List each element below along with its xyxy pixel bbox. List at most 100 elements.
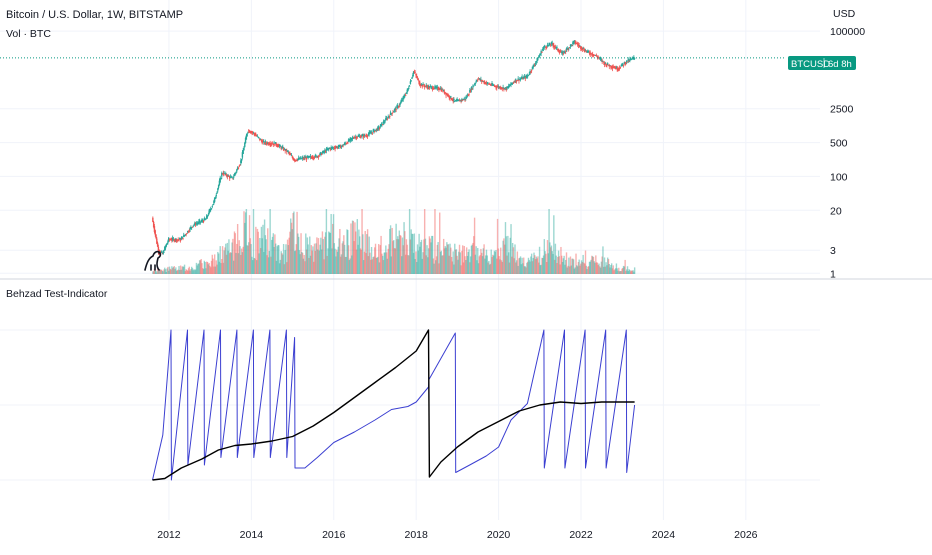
volume-bar	[545, 262, 548, 274]
volume-bar	[518, 258, 520, 274]
volume-bar	[369, 252, 371, 274]
candle-body	[254, 133, 256, 136]
volume-bar	[500, 260, 503, 274]
candle-body	[344, 143, 347, 145]
volume-bar	[297, 233, 299, 274]
candle-body	[549, 44, 552, 46]
volume-bar	[308, 257, 310, 274]
volume-bar	[582, 254, 584, 274]
volume-bar	[269, 209, 271, 274]
candle-body	[615, 66, 618, 68]
volume-bar	[217, 253, 220, 274]
candle-body	[506, 86, 508, 89]
volume-bar	[290, 218, 292, 274]
candle-body	[302, 158, 305, 160]
volume-bar	[423, 239, 425, 274]
candle-body	[212, 204, 214, 206]
candle-body	[537, 59, 539, 61]
candle-body	[299, 157, 301, 159]
volume-bar	[252, 209, 255, 274]
volume-bar	[401, 237, 404, 274]
volume-bar	[250, 244, 252, 274]
volume-bar	[306, 237, 309, 274]
volume-bar	[317, 238, 320, 274]
volume-bar	[319, 244, 321, 274]
volume-bar	[576, 266, 579, 274]
candle-body	[193, 224, 195, 226]
volume-bar	[379, 245, 381, 274]
candle-body	[405, 92, 408, 94]
volume-bar	[435, 260, 437, 274]
volume-bar	[337, 246, 339, 274]
candle-body	[446, 93, 448, 95]
volume-bar	[604, 266, 607, 274]
candle-body	[393, 109, 396, 111]
candle-body	[591, 53, 593, 56]
volume-bar	[363, 251, 366, 274]
candle-body	[359, 136, 362, 139]
volume-bar	[473, 236, 475, 274]
volume-bar	[629, 270, 631, 274]
candle-body	[245, 135, 248, 140]
candle-body	[479, 79, 481, 81]
candle-body	[437, 88, 439, 90]
candle-body	[307, 156, 309, 158]
candle-body	[231, 177, 233, 178]
volume-bar	[424, 238, 427, 274]
candle-body	[604, 63, 607, 64]
volume-bar	[553, 259, 556, 274]
candle-body	[220, 178, 222, 180]
x-tick-label: 2024	[652, 529, 676, 541]
volume-bar	[255, 260, 258, 274]
volume-bar	[313, 243, 316, 274]
candle-body	[591, 53, 594, 56]
volume-bar	[381, 253, 383, 274]
candle-body	[309, 155, 312, 158]
candle-body	[343, 143, 346, 145]
candle-body	[629, 58, 632, 61]
candle-body	[385, 117, 388, 120]
volume-bar	[179, 265, 182, 274]
volume-bar	[374, 243, 377, 274]
volume-bar	[263, 251, 265, 274]
candle-body	[253, 133, 255, 135]
volume-bar	[506, 255, 508, 274]
volume-bar	[536, 258, 538, 274]
candle-body	[444, 92, 446, 94]
candle-body	[551, 42, 553, 44]
candle-body	[295, 159, 297, 161]
candle-body	[475, 81, 477, 83]
volume-bar	[465, 247, 468, 274]
volume-bar	[576, 265, 578, 274]
candle-body	[355, 136, 358, 139]
volume-bar	[292, 213, 294, 274]
volume-bar	[316, 249, 319, 274]
candle-body	[510, 82, 512, 85]
candle-body	[505, 88, 507, 91]
candle-body	[563, 50, 565, 53]
volume-bar	[626, 269, 628, 274]
candle-body	[502, 87, 504, 88]
volume-bar	[331, 248, 333, 274]
volume-bar	[260, 226, 263, 274]
y-tick-label: 1	[830, 268, 836, 280]
candle-body	[370, 132, 372, 134]
candle-body	[237, 167, 240, 169]
volume-bar	[573, 268, 576, 274]
volume-bar	[477, 263, 480, 274]
candle-body	[271, 143, 273, 145]
volume-bar	[255, 226, 257, 274]
candle-body	[628, 60, 630, 62]
candle-body	[390, 113, 393, 115]
volume-bar	[527, 257, 530, 274]
candle-body	[622, 64, 625, 66]
candle-body	[334, 147, 336, 149]
volume-bar	[345, 256, 347, 274]
volume-bar	[244, 212, 247, 274]
candle-body	[485, 82, 488, 84]
volume-bar	[479, 255, 481, 274]
volume-bar	[571, 258, 573, 274]
volume-bar	[341, 243, 343, 274]
candle-body	[525, 75, 527, 78]
candle-body	[419, 82, 421, 87]
